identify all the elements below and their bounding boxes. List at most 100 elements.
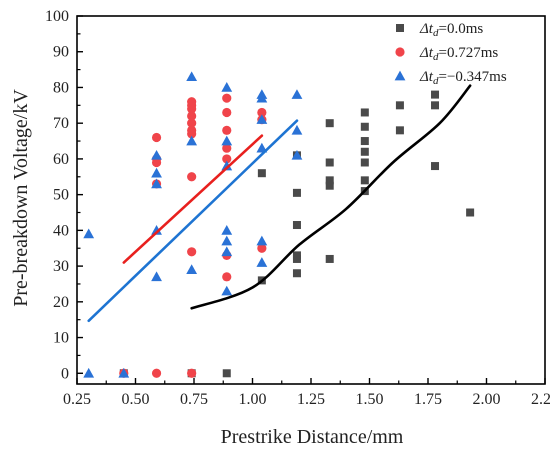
y-tick-label: 50 — [53, 187, 69, 204]
data-point-circle — [222, 107, 232, 118]
y-tick-label: 40 — [53, 222, 69, 239]
data-point-triangle — [186, 135, 198, 146]
data-point-square — [325, 181, 334, 190]
data-point-circle — [222, 125, 232, 135]
data-point-square — [257, 169, 266, 178]
x-tick-label: 0.50 — [122, 391, 150, 408]
data-point-square — [360, 122, 369, 131]
legend-item-1: Δtd=0.0ms — [396, 21, 483, 39]
legend-label: Δtd=−0.347ms — [419, 69, 507, 87]
y-axis-title: Pre-breakdown Voltage/kV — [10, 89, 32, 307]
data-point-circle — [187, 118, 197, 128]
data-point-square — [360, 158, 369, 167]
y-tick-label: 0 — [61, 365, 69, 382]
data-point-triangle — [118, 367, 130, 378]
x-tick-label: 1.75 — [414, 391, 442, 408]
data-point-triangle — [151, 178, 162, 189]
legend-item-2: Δtd=0.727ms — [395, 45, 498, 63]
data-point-circle — [187, 247, 197, 257]
data-point-square — [292, 188, 301, 197]
x-tick-label: 1.00 — [239, 391, 267, 408]
data-point-circle — [187, 125, 197, 135]
fit-line-3 — [190, 84, 472, 310]
y-tick-label: 70 — [53, 115, 69, 132]
data-point-square — [360, 108, 369, 117]
x-tick-label: 1.50 — [356, 391, 384, 408]
data-point-triangle — [291, 149, 303, 160]
fit-line-1 — [122, 134, 264, 264]
legend: Δtd=0.0ms Δtd=0.727ms Δtd=−0.347ms — [394, 21, 507, 87]
data-point-square — [325, 119, 334, 128]
series-3 — [83, 71, 303, 378]
data-point-circle — [222, 93, 232, 103]
data-point-square — [325, 176, 334, 185]
data-point-circle — [222, 154, 232, 164]
plot-layer — [83, 71, 475, 378]
data-point-triangle — [221, 82, 233, 92]
data-point-triangle — [291, 124, 303, 135]
data-point-triangle — [256, 235, 268, 246]
x-tick-label: 2.25 — [531, 391, 550, 408]
data-point-circle — [187, 97, 197, 107]
data-point-triangle — [221, 160, 233, 171]
data-point-triangle — [186, 71, 198, 82]
y-tick-label: 80 — [53, 79, 69, 96]
data-point-square — [466, 208, 475, 217]
data-point-circle — [187, 172, 197, 182]
data-point-square — [431, 162, 440, 171]
data-point-triangle — [186, 264, 198, 274]
data-point-circle — [222, 143, 232, 153]
x-tick-label: 1.25 — [297, 391, 325, 408]
data-point-triangle — [151, 271, 162, 282]
data-point-triangle — [151, 149, 162, 160]
data-point-square — [292, 251, 301, 260]
data-point-circle — [187, 368, 197, 378]
data-point-triangle — [221, 135, 233, 146]
data-point-triangle — [83, 228, 95, 239]
data-point-square — [325, 254, 334, 263]
series-2 — [119, 93, 267, 378]
data-point-triangle — [221, 235, 233, 246]
y-tick-label: 20 — [53, 294, 69, 311]
data-point-square — [325, 158, 334, 167]
data-point-circle — [257, 243, 267, 253]
data-point-triangle — [221, 285, 233, 296]
data-point-square — [292, 269, 301, 278]
y-tick-label: 10 — [53, 330, 69, 347]
legend-marker — [395, 47, 405, 57]
data-point-square — [431, 90, 440, 99]
x-tick-label: 0.25 — [63, 391, 91, 408]
legend-marker — [396, 24, 404, 32]
legend-label: Δtd=0.727ms — [419, 45, 498, 63]
data-point-triangle — [221, 224, 233, 235]
y-tick-label: 100 — [45, 8, 69, 25]
data-point-triangle — [291, 89, 303, 99]
data-point-square — [360, 137, 369, 146]
data-point-circle — [187, 111, 197, 121]
y-tick-label: 30 — [53, 258, 69, 275]
data-point-square — [360, 147, 369, 156]
x-tick-label: 2.00 — [473, 391, 501, 408]
y-tick-label: 60 — [53, 151, 69, 168]
data-point-triangle — [256, 257, 268, 267]
fit-line-2 — [87, 119, 299, 323]
y-tick-label: 90 — [53, 44, 69, 61]
data-point-square — [292, 221, 301, 230]
data-point-triangle — [256, 114, 268, 124]
data-point-square — [360, 176, 369, 185]
x-axis-title: Prestrike Distance/mm — [221, 426, 404, 448]
data-point-circle — [151, 368, 162, 378]
data-point-triangle — [83, 367, 95, 378]
data-point-circle — [222, 272, 232, 282]
data-point-circle — [257, 107, 267, 118]
legend-item-3: Δtd=−0.347ms — [394, 69, 507, 87]
legend-marker — [394, 70, 406, 81]
data-point-square — [395, 101, 404, 110]
data-point-triangle — [256, 89, 268, 99]
data-point-square — [222, 369, 231, 378]
data-point-square — [395, 126, 404, 135]
data-point-triangle — [221, 246, 233, 257]
data-point-circle — [151, 132, 162, 143]
